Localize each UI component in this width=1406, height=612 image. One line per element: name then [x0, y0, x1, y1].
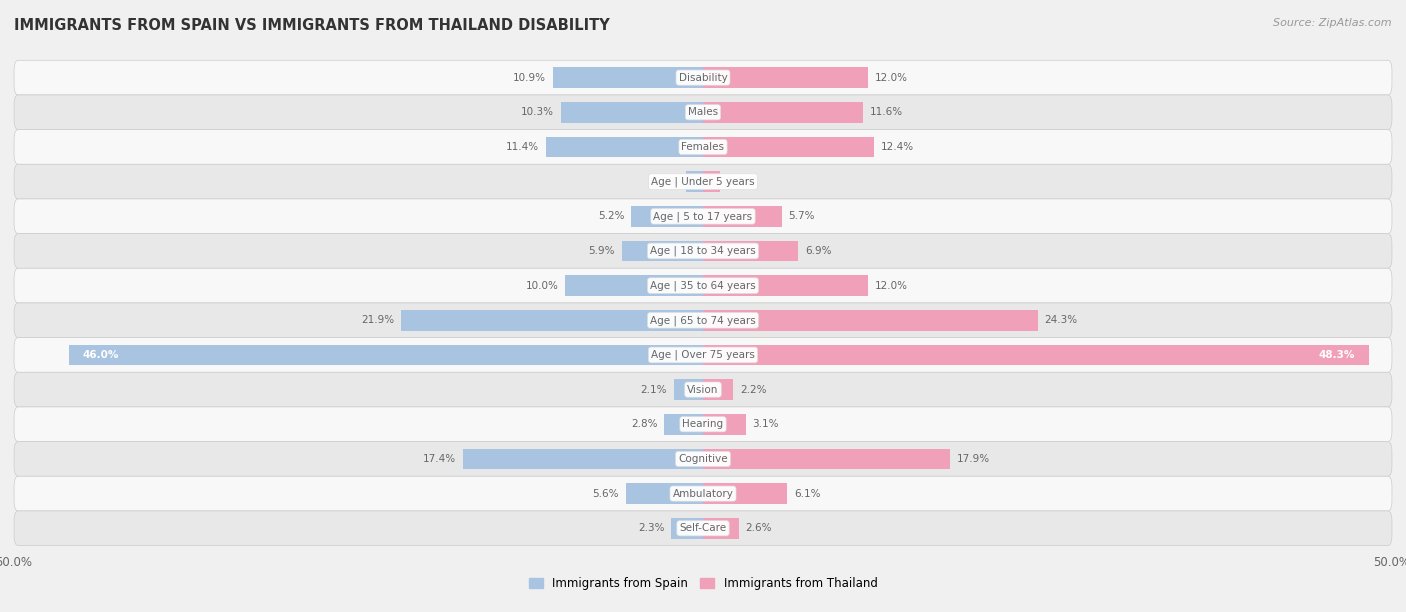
FancyBboxPatch shape [14, 407, 1392, 442]
Text: 12.0%: 12.0% [875, 281, 908, 291]
Bar [703, 275, 869, 296]
Text: 10.9%: 10.9% [513, 73, 546, 83]
FancyBboxPatch shape [14, 199, 1392, 234]
Text: Age | Over 75 years: Age | Over 75 years [651, 349, 755, 360]
Bar [703, 518, 738, 539]
Text: 2.1%: 2.1% [641, 384, 668, 395]
FancyBboxPatch shape [14, 303, 1392, 338]
Text: 10.3%: 10.3% [522, 107, 554, 118]
Bar [703, 483, 787, 504]
FancyBboxPatch shape [14, 442, 1392, 476]
FancyBboxPatch shape [14, 95, 1392, 130]
FancyBboxPatch shape [14, 511, 1392, 546]
Text: 5.7%: 5.7% [789, 211, 815, 222]
Text: Hearing: Hearing [682, 419, 724, 429]
Bar [703, 345, 1368, 365]
Bar [665, 414, 703, 435]
Bar [626, 483, 703, 504]
Bar [621, 241, 703, 261]
FancyBboxPatch shape [14, 234, 1392, 268]
Text: 2.6%: 2.6% [745, 523, 772, 533]
Bar [546, 136, 703, 157]
Bar [703, 136, 875, 157]
Bar [703, 310, 1038, 330]
Bar [463, 449, 703, 469]
Bar [703, 171, 720, 192]
Bar [565, 275, 703, 296]
Text: Cognitive: Cognitive [678, 454, 728, 464]
FancyBboxPatch shape [14, 268, 1392, 303]
Text: 5.6%: 5.6% [592, 488, 619, 499]
Text: 6.1%: 6.1% [794, 488, 821, 499]
Text: 17.4%: 17.4% [423, 454, 457, 464]
Text: Ambulatory: Ambulatory [672, 488, 734, 499]
Text: 12.0%: 12.0% [875, 73, 908, 83]
Text: 11.4%: 11.4% [506, 142, 538, 152]
Text: 2.2%: 2.2% [740, 384, 766, 395]
FancyBboxPatch shape [14, 372, 1392, 407]
Bar [703, 206, 782, 226]
Text: 5.9%: 5.9% [588, 246, 614, 256]
Text: Vision: Vision [688, 384, 718, 395]
Bar [703, 449, 949, 469]
Text: Age | 65 to 74 years: Age | 65 to 74 years [650, 315, 756, 326]
Text: Females: Females [682, 142, 724, 152]
Text: 24.3%: 24.3% [1045, 315, 1078, 325]
Text: 17.9%: 17.9% [956, 454, 990, 464]
Text: IMMIGRANTS FROM SPAIN VS IMMIGRANTS FROM THAILAND DISABILITY: IMMIGRANTS FROM SPAIN VS IMMIGRANTS FROM… [14, 18, 610, 34]
Bar [703, 67, 869, 88]
Text: Self-Care: Self-Care [679, 523, 727, 533]
Text: Age | 5 to 17 years: Age | 5 to 17 years [654, 211, 752, 222]
Text: Age | 18 to 34 years: Age | 18 to 34 years [650, 245, 756, 256]
Text: Disability: Disability [679, 73, 727, 83]
Text: 6.9%: 6.9% [806, 246, 831, 256]
Bar [703, 102, 863, 122]
Text: 2.3%: 2.3% [638, 523, 665, 533]
Text: 3.1%: 3.1% [752, 419, 779, 429]
Text: 11.6%: 11.6% [870, 107, 903, 118]
Bar [631, 206, 703, 226]
Bar [673, 379, 703, 400]
Text: Males: Males [688, 107, 718, 118]
Text: 46.0%: 46.0% [83, 350, 120, 360]
Bar [703, 379, 734, 400]
FancyBboxPatch shape [14, 164, 1392, 199]
Text: Age | Under 5 years: Age | Under 5 years [651, 176, 755, 187]
Text: 1.2%: 1.2% [652, 177, 679, 187]
Bar [561, 102, 703, 122]
Text: 5.2%: 5.2% [598, 211, 624, 222]
Text: 10.0%: 10.0% [526, 281, 558, 291]
Text: Source: ZipAtlas.com: Source: ZipAtlas.com [1274, 18, 1392, 28]
Bar [686, 171, 703, 192]
FancyBboxPatch shape [14, 476, 1392, 511]
Bar [401, 310, 703, 330]
Bar [69, 345, 703, 365]
Text: 12.4%: 12.4% [880, 142, 914, 152]
FancyBboxPatch shape [14, 338, 1392, 372]
FancyBboxPatch shape [14, 60, 1392, 95]
Bar [671, 518, 703, 539]
FancyBboxPatch shape [14, 130, 1392, 164]
Text: 48.3%: 48.3% [1319, 350, 1355, 360]
Bar [703, 241, 799, 261]
Text: 1.2%: 1.2% [727, 177, 754, 187]
Text: 21.9%: 21.9% [361, 315, 394, 325]
Legend: Immigrants from Spain, Immigrants from Thailand: Immigrants from Spain, Immigrants from T… [524, 572, 882, 594]
Text: Age | 35 to 64 years: Age | 35 to 64 years [650, 280, 756, 291]
Bar [703, 414, 745, 435]
Text: 2.8%: 2.8% [631, 419, 658, 429]
Bar [553, 67, 703, 88]
